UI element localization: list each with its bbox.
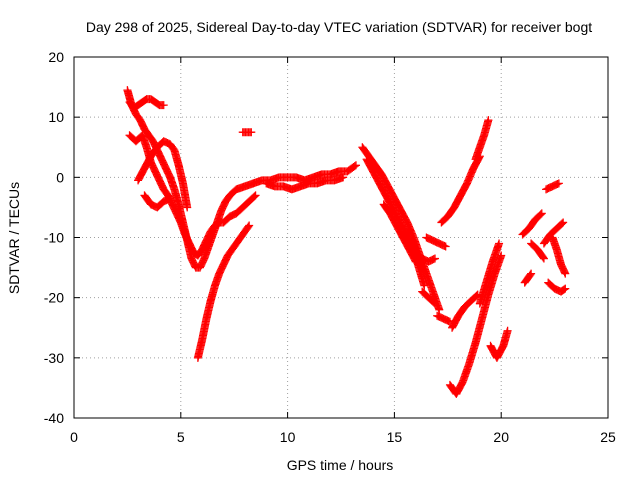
data-point [561, 269, 570, 278]
data-series [486, 326, 512, 362]
data-series [471, 116, 493, 164]
data-points [123, 86, 570, 398]
x-tick-label: 15 [387, 429, 403, 445]
data-series [518, 209, 546, 239]
data-point [245, 221, 254, 230]
data-point [559, 218, 568, 227]
y-tick-label: -30 [44, 350, 64, 366]
x-tick-label: 0 [70, 429, 78, 445]
data-point [435, 305, 444, 314]
data-point [539, 253, 548, 262]
data-point [445, 317, 454, 326]
data-point [484, 116, 493, 125]
data-point [537, 209, 546, 218]
data-point [250, 192, 259, 201]
data-series [548, 233, 570, 278]
data-point [429, 298, 438, 307]
data-series [433, 311, 454, 326]
data-series [134, 137, 192, 212]
data-series [193, 221, 254, 362]
data-point [247, 128, 256, 137]
y-tick-label: 20 [48, 49, 64, 65]
data-point [244, 222, 253, 231]
data-series [542, 179, 563, 194]
data-point [554, 179, 563, 188]
x-axis-label: GPS time / hours [287, 457, 394, 473]
data-series [448, 290, 482, 332]
data-series [544, 278, 570, 296]
data-point [166, 194, 175, 203]
y-tick-label: -20 [44, 290, 64, 306]
data-series [140, 191, 175, 212]
data-point [159, 101, 168, 110]
data-point [183, 203, 192, 212]
data-point [251, 191, 260, 200]
x-tick-label: 20 [493, 429, 509, 445]
x-tick-label: 5 [177, 429, 185, 445]
data-point [526, 270, 535, 279]
x-tick-label: 25 [600, 429, 616, 445]
data-series [379, 200, 420, 266]
data-point [561, 284, 570, 293]
y-axis-ticks: -40 -30 -20 -10 0 10 20 [44, 49, 608, 426]
data-point [430, 254, 439, 263]
x-tick-label: 10 [280, 429, 296, 445]
data-series [520, 269, 536, 287]
data-series [238, 128, 256, 137]
data-series [475, 239, 504, 308]
y-tick-label: -10 [44, 230, 64, 246]
data-series [422, 233, 450, 251]
data-series [362, 155, 429, 290]
data-point [539, 254, 548, 263]
grid [74, 57, 608, 418]
data-point [350, 162, 359, 171]
data-point [420, 281, 429, 290]
data-series [411, 254, 439, 266]
data-series [125, 95, 168, 113]
x-axis-ticks: 0 5 10 15 20 25 [70, 57, 616, 445]
data-series [262, 173, 348, 194]
data-point [503, 326, 512, 335]
data-point [536, 210, 545, 219]
data-point [339, 173, 348, 182]
data-point [430, 299, 439, 308]
data-point [441, 242, 450, 251]
data-point [495, 239, 504, 248]
chart-title: Day 298 of 2025, Sidereal Day-to-day VTE… [86, 19, 592, 35]
y-axis-label: SDTVAR / TECUs [6, 182, 22, 294]
data-point [527, 269, 536, 278]
y-tick-label: 10 [48, 109, 64, 125]
y-tick-label: 0 [56, 169, 64, 185]
data-series [527, 239, 548, 263]
data-series [418, 287, 439, 308]
data-point [560, 285, 569, 294]
data-point [558, 219, 567, 228]
data-series [437, 152, 484, 227]
y-tick-label: -40 [44, 410, 64, 426]
data-point [351, 161, 360, 170]
